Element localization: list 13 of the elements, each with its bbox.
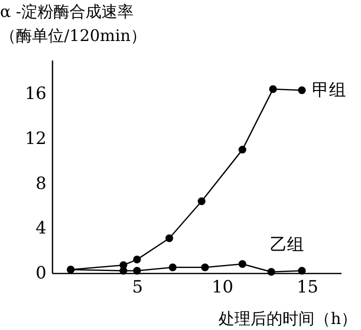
- y-axis-title: α -淀粉酶合成速率: [0, 2, 134, 21]
- x-axis-title: 处理后的时间（h）: [218, 309, 357, 328]
- x-tick-label: 10: [212, 278, 234, 298]
- series-label: 甲组: [312, 80, 346, 100]
- y-tick-label: 0: [36, 264, 46, 284]
- x-tick-label: 5: [132, 278, 143, 298]
- text: （酶单位/120min）: [0, 26, 147, 45]
- y-tick-label: 4: [36, 218, 46, 239]
- x-tick-label: 15: [296, 278, 318, 298]
- y-tick-label: 16: [24, 84, 46, 104]
- y-tick-label: 8: [36, 174, 46, 194]
- y-tick-label: 12: [24, 128, 46, 149]
- series-label: 乙组: [270, 234, 304, 255]
